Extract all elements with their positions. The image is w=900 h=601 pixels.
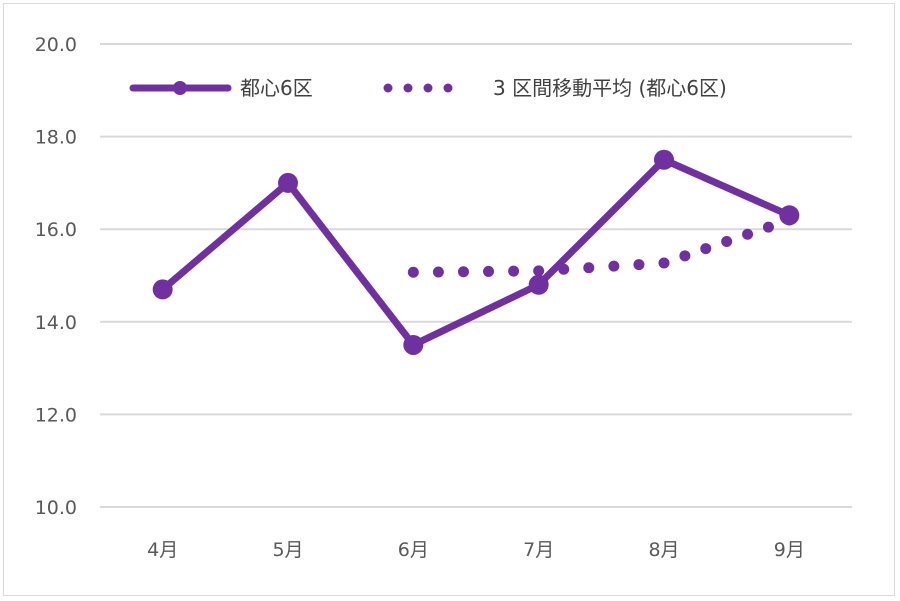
moving-average-dot	[508, 265, 520, 277]
x-tick-label: 5月	[272, 539, 303, 561]
moving-average-dot	[679, 250, 691, 262]
y-tick-label: 14.0	[35, 312, 77, 334]
x-tick-label: 7月	[523, 539, 554, 561]
legend-dot	[383, 83, 393, 93]
legend-label-series-2: 3 区間移動平均 (都心6区)	[493, 76, 727, 100]
series	[152, 149, 800, 355]
moving-average-dot	[742, 228, 754, 240]
data-point-marker	[779, 205, 800, 226]
legend-dot	[443, 83, 453, 93]
gridlines	[100, 43, 852, 508]
moving-average-dot	[432, 266, 444, 278]
x-tick-label: 4月	[147, 539, 178, 561]
legend-swatch-dotted	[383, 83, 453, 93]
legend-swatch-marker	[173, 81, 187, 95]
legend-dot	[423, 83, 433, 93]
data-point-marker	[278, 172, 298, 193]
series-line-tokyo-6-wards	[159, 156, 793, 349]
moving-average-dot	[608, 260, 620, 272]
y-tick-label: 12.0	[35, 404, 77, 426]
moving-average-dot	[407, 266, 419, 278]
data-point-marker	[528, 274, 549, 295]
moving-average-dot	[762, 221, 774, 233]
y-axis-ticks: 10.0 12.0 14.0 16.0 18.0 20.0	[35, 34, 77, 519]
chart-frame	[3, 3, 895, 596]
legend-label-series-1: 都心6区	[240, 76, 313, 100]
x-axis-ticks: 4月 5月 6月 7月 8月 9月	[147, 539, 805, 561]
moving-average-dot	[633, 259, 645, 271]
moving-average-dot	[457, 266, 469, 278]
x-tick-label: 6月	[398, 539, 429, 561]
legend: 都心6区 3 区間移動平均 (都心6区)	[129, 76, 727, 100]
moving-average-dot	[583, 262, 595, 274]
moving-average-dot	[658, 257, 670, 269]
x-tick-label: 8月	[648, 539, 679, 561]
y-tick-label: 20.0	[35, 34, 77, 56]
moving-average-dot	[533, 265, 545, 277]
data-point-marker	[152, 279, 173, 300]
x-tick-label: 9月	[774, 539, 805, 561]
data-point-marker	[654, 149, 674, 170]
moving-average-dot	[483, 265, 495, 277]
y-tick-label: 10.0	[35, 497, 77, 519]
data-point-marker	[403, 334, 424, 355]
legend-dot	[403, 83, 413, 93]
y-tick-label: 18.0	[35, 127, 77, 149]
y-tick-label: 16.0	[35, 219, 77, 241]
moving-average-dot	[721, 235, 733, 247]
moving-average-dot	[700, 243, 712, 255]
